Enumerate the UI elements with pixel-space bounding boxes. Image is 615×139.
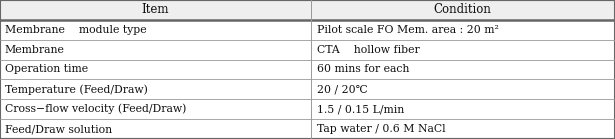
Text: 60 mins for each: 60 mins for each [317,64,409,75]
Text: Membrane: Membrane [5,45,65,55]
Text: Operation time: Operation time [5,64,88,75]
Text: Pilot scale FO Mem. area : 20 m²: Pilot scale FO Mem. area : 20 m² [317,25,499,35]
Text: CTA    hollow fiber: CTA hollow fiber [317,45,419,55]
Text: Membrane    module type: Membrane module type [5,25,146,35]
Text: Feed/Draw solution: Feed/Draw solution [5,124,112,134]
Text: Temperature (Feed/Draw): Temperature (Feed/Draw) [5,84,148,95]
Bar [0,0,615,20]
Text: Condition: Condition [434,3,492,16]
Text: 1.5 / 0.15 L/min: 1.5 / 0.15 L/min [317,104,404,114]
Text: Tap water / 0.6 M NaCl: Tap water / 0.6 M NaCl [317,124,445,134]
Text: 20 / 20℃: 20 / 20℃ [317,84,368,94]
Text: Item: Item [141,3,169,16]
Text: Cross−flow velocity (Feed/Draw): Cross−flow velocity (Feed/Draw) [5,104,186,115]
